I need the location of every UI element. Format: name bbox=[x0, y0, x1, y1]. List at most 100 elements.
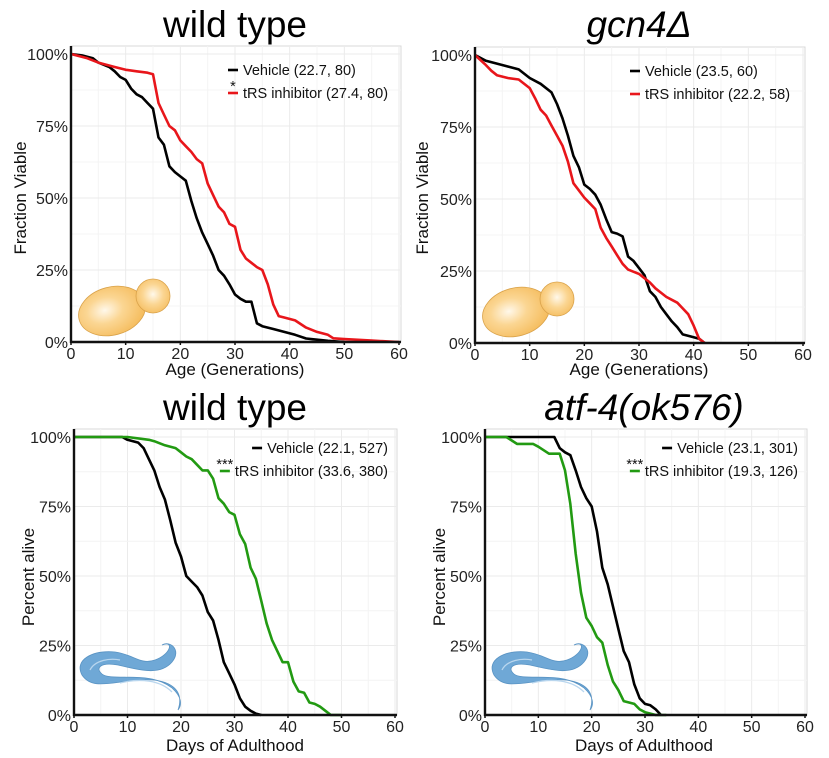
x-axis-label: Age (Generations) bbox=[570, 360, 709, 379]
series-layer bbox=[474, 53, 706, 345]
y-tick-label: 75% bbox=[39, 500, 71, 517]
x-tick-label: 0 bbox=[481, 719, 490, 736]
legend-label: Vehicle (22.1, 527) bbox=[267, 441, 388, 457]
worm-icon bbox=[491, 643, 593, 711]
legend: Vehicle (22.1, 527)tRS inhibitor (33.6, … bbox=[216, 441, 388, 480]
x-tick-label: 30 bbox=[226, 719, 244, 736]
yeast-icon bbox=[78, 278, 171, 337]
x-tick-label: 10 bbox=[529, 719, 547, 736]
x-tick-label: 20 bbox=[172, 719, 190, 736]
x-tick-label: 20 bbox=[575, 347, 593, 364]
panel-worm-atf-4: atf-4(ok576) 0 10 20 30 40 50 60 0% 25% 50% 75% 100… bbox=[430, 387, 814, 755]
y-tick-label: 75% bbox=[36, 119, 68, 136]
y-tick-label: 75% bbox=[440, 120, 472, 137]
worm-icon bbox=[79, 643, 181, 711]
panel-title: wild type bbox=[162, 387, 307, 428]
y-axis-label: Fraction Viable bbox=[413, 141, 432, 254]
y-tick-label: 0% bbox=[45, 335, 68, 352]
legend-item: Vehicle (23.5, 60) bbox=[630, 64, 758, 80]
y-tick-label: 100% bbox=[27, 47, 68, 64]
legend-label: Vehicle (22.7, 80) bbox=[243, 63, 356, 79]
series-layer bbox=[74, 435, 342, 717]
legend-item: Vehicle (22.1, 527) bbox=[252, 441, 388, 457]
axes: 0 10 20 30 40 50 60 0% 25% 50% 75% 100% bbox=[431, 47, 812, 364]
y-tick-label: 0% bbox=[459, 708, 482, 725]
legend-label: tRS inhibitor (19.3, 126) bbox=[645, 464, 798, 480]
x-tick-label: 10 bbox=[521, 347, 539, 364]
x-tick-label: 40 bbox=[279, 719, 297, 736]
legend-label: tRS inhibitor (27.4, 80) bbox=[243, 86, 388, 102]
y-tick-label: 100% bbox=[441, 430, 482, 447]
axes: 0 10 20 30 40 50 60 0% 25% 50% 75% 100% bbox=[27, 46, 408, 363]
legend-label: tRS inhibitor (33.6, 380) bbox=[235, 464, 388, 480]
x-tick-label: 50 bbox=[739, 347, 757, 364]
legend-label: tRS inhibitor (22.2, 58) bbox=[645, 87, 790, 103]
panel-title: gcn4Δ bbox=[586, 4, 691, 45]
legend: Vehicle (22.7, 80)tRS inhibitor (27.4, 8… bbox=[228, 63, 388, 102]
legend-item: Vehicle (23.1, 301) bbox=[662, 441, 798, 457]
x-tick-label: 20 bbox=[171, 346, 189, 363]
x-axis-label: Age (Generations) bbox=[166, 360, 305, 379]
significance-marker: * bbox=[230, 79, 236, 95]
x-tick-label: 40 bbox=[685, 347, 703, 364]
panel-yeast-wild-type: wild type 0 10 20 30 40 50 60 0% 25% 50% 75% 100% V… bbox=[11, 4, 408, 379]
x-tick-label: 30 bbox=[630, 347, 648, 364]
panel-worm-wild-type: wild type 0 10 20 30 40 50 60 0% 25% 50% 75% 100% V… bbox=[19, 387, 404, 755]
series-layer bbox=[485, 435, 667, 717]
y-tick-label: 50% bbox=[36, 191, 68, 208]
series-layer bbox=[70, 52, 400, 344]
x-tick-label: 40 bbox=[689, 719, 707, 736]
x-tick-label: 30 bbox=[636, 719, 654, 736]
legend-label: Vehicle (23.5, 60) bbox=[645, 64, 758, 80]
x-tick-label: 10 bbox=[117, 346, 135, 363]
x-tick-label: 0 bbox=[70, 719, 79, 736]
yeast-icon bbox=[482, 281, 575, 338]
y-tick-label: 0% bbox=[449, 336, 472, 353]
axes: 0 10 20 30 40 50 60 0% 25% 50% 75% 100% bbox=[30, 429, 404, 736]
significance-marker: *** bbox=[216, 457, 233, 473]
axes: 0 10 20 30 40 50 60 0% 25% 50% 75% 100% bbox=[441, 429, 814, 736]
x-tick-label: 60 bbox=[386, 719, 404, 736]
y-tick-label: 50% bbox=[39, 569, 71, 586]
y-tick-label: 25% bbox=[440, 264, 472, 281]
y-tick-label: 100% bbox=[30, 430, 71, 447]
series-line-vehicle bbox=[485, 435, 662, 716]
y-tick-label: 25% bbox=[39, 639, 71, 656]
x-tick-label: 0 bbox=[67, 346, 76, 363]
series-line-vehicle bbox=[74, 435, 262, 717]
x-tick-label: 50 bbox=[335, 346, 353, 363]
series-line-trs-inhibitor bbox=[74, 435, 342, 717]
y-tick-label: 50% bbox=[440, 192, 472, 209]
x-tick-label: 40 bbox=[281, 346, 299, 363]
legend-item: tRS inhibitor (22.2, 58) bbox=[630, 87, 790, 103]
panel-title: atf-4(ok576) bbox=[544, 387, 744, 428]
legend-item: tRS inhibitor (33.6, 380)*** bbox=[216, 457, 388, 480]
y-axis-label: Fraction Viable bbox=[11, 141, 30, 254]
x-tick-label: 30 bbox=[226, 346, 244, 363]
y-tick-label: 0% bbox=[48, 708, 71, 725]
y-tick-label: 25% bbox=[450, 639, 482, 656]
y-tick-label: 75% bbox=[450, 500, 482, 517]
x-tick-label: 50 bbox=[333, 719, 351, 736]
series-line-vehicle bbox=[70, 52, 345, 344]
x-axis-label: Days of Adulthood bbox=[166, 736, 304, 755]
panel-yeast-gcn4-delta: gcn4Δ 0 10 20 30 40 50 60 0% 25% 50% 75% 100% Vehic… bbox=[413, 4, 812, 379]
series-line-vehicle bbox=[474, 53, 706, 345]
series-line-trs-inhibitor bbox=[474, 54, 706, 345]
x-tick-label: 20 bbox=[583, 719, 601, 736]
x-tick-label: 60 bbox=[390, 346, 408, 363]
x-axis-label: Days of Adulthood bbox=[575, 736, 713, 755]
x-tick-label: 50 bbox=[743, 719, 761, 736]
legend: Vehicle (23.1, 301)tRS inhibitor (19.3, … bbox=[626, 441, 798, 480]
x-tick-label: 0 bbox=[471, 347, 480, 364]
y-tick-label: 25% bbox=[36, 263, 68, 280]
legend-label: Vehicle (23.1, 301) bbox=[677, 441, 798, 457]
series-line-trs-inhibitor bbox=[70, 52, 400, 344]
x-tick-label: 60 bbox=[794, 347, 812, 364]
legend-item: tRS inhibitor (27.4, 80) * bbox=[228, 79, 388, 102]
series-line-trs-inhibitor bbox=[485, 435, 667, 717]
x-tick-label: 10 bbox=[119, 719, 137, 736]
legend-item: tRS inhibitor (19.3, 126)*** bbox=[626, 457, 798, 480]
y-axis-label: Percent alive bbox=[19, 528, 38, 626]
